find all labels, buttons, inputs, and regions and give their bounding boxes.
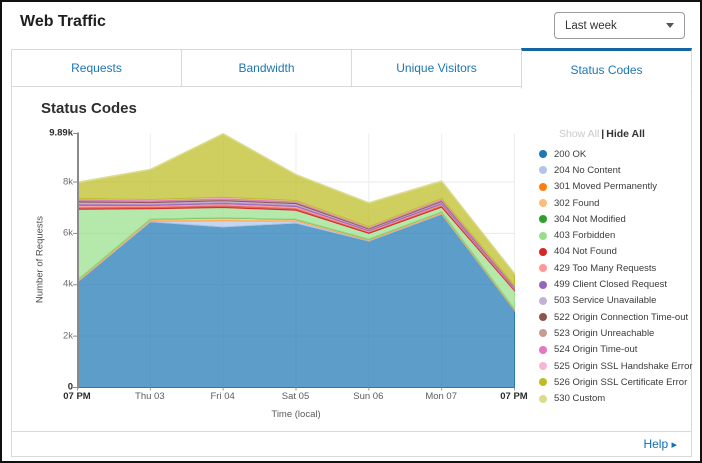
legend-color-dot-icon <box>539 296 547 305</box>
legend-color-dot-icon <box>539 231 547 240</box>
legend-item-label: 523 Origin Unreachable <box>554 327 655 339</box>
legend-item-526-origin-ssl-certificate-error[interactable]: 526 Origin SSL Certificate Error <box>535 374 693 390</box>
area-530-custom <box>77 132 515 276</box>
legend-item-label: 301 Moved Permanently <box>554 181 657 193</box>
x-tick-label: Thu 03 <box>135 391 165 402</box>
arrow-right-icon: ▸ <box>671 439 677 451</box>
legend-color-dot-icon <box>539 280 547 289</box>
legend-item-label: 429 Too Many Requests <box>554 262 657 274</box>
legend-item-499-client-closed-request[interactable]: 499 Client Closed Request <box>535 276 693 292</box>
legend-item-304-not-modified[interactable]: 304 Not Modified <box>535 211 693 227</box>
tab-requests[interactable]: Requests <box>11 49 182 87</box>
legend-item-label: 200 OK <box>554 148 587 160</box>
legend-color-dot-icon <box>539 166 547 175</box>
legend-item-403-forbidden[interactable]: 403 Forbidden <box>535 227 693 243</box>
help-link[interactable]: Help ▸ <box>643 437 677 451</box>
y-tick-label: 8k <box>62 176 73 188</box>
legend-item-label: 503 Service Unavailable <box>554 295 657 307</box>
legend-color-dot-icon <box>539 329 547 338</box>
time-range-dropdown[interactable]: Last week <box>554 12 685 39</box>
legend-item-label: 403 Forbidden <box>554 230 616 242</box>
hide-all-button[interactable]: Hide All <box>606 128 645 140</box>
legend-color-dot-icon <box>539 199 547 208</box>
legend-item-label: 302 Found <box>554 197 600 209</box>
x-tick-label: Mon 07 <box>425 391 457 402</box>
tab-status-codes[interactable]: Status Codes <box>521 48 692 89</box>
card-footer: Help ▸ <box>12 431 691 456</box>
legend-items: 200 OK 204 No Content 301 Moved Permanentl… <box>535 146 693 407</box>
legend-color-dot-icon <box>539 378 547 387</box>
stacked-area-plot[interactable] <box>73 132 515 391</box>
x-tick-label: 07 PM <box>500 391 528 402</box>
legend-color-dot-icon <box>539 345 547 354</box>
legend-item-label: 304 Not Modified <box>554 213 626 225</box>
legend-color-dot-icon <box>539 362 547 370</box>
legend-item-524-origin-time-out[interactable]: 524 Origin Time-out <box>535 342 693 358</box>
legend-color-dot-icon <box>539 215 547 224</box>
chart-title: Status Codes <box>41 100 137 117</box>
legend-color-dot-icon <box>539 264 547 273</box>
legend-color-dot-icon <box>539 150 547 159</box>
y-tick-label: 9.89k <box>49 127 73 139</box>
x-tick-label: Fri 04 <box>210 391 235 402</box>
legend-item-522-origin-connection-time-out[interactable]: 522 Origin Connection Time-out <box>535 309 693 325</box>
x-tick-label: Sun 06 <box>353 391 384 402</box>
x-tick-label: 07 PM <box>63 391 91 402</box>
legend-item-525-origin-ssl-handshake-error[interactable]: 525 Origin SSL Handshake Error <box>535 358 693 374</box>
legend-item-204-no-content[interactable]: 204 No Content <box>535 162 693 178</box>
legend-divider: | <box>601 128 605 140</box>
legend-item-503-service-unavailable[interactable]: 503 Service Unavailable <box>535 293 693 309</box>
y-tick-label: 0 <box>67 381 73 393</box>
tab-bandwidth[interactable]: Bandwidth <box>181 49 352 87</box>
content-card: Status Codes 0 2k 4k 6k 8k 9.89k 07 PM Thu 03 F… <box>11 86 693 457</box>
y-tick-label: 4k <box>62 278 73 290</box>
legend-item-label: 530 Custom <box>554 393 606 405</box>
legend-item-200-ok[interactable]: 200 OK <box>535 146 693 162</box>
y-axis-label: Number of Requests <box>34 215 46 304</box>
legend-item-label: 526 Origin SSL Certificate Error <box>554 376 688 388</box>
legend-item-523-origin-unreachable[interactable]: 523 Origin Unreachable <box>535 325 693 341</box>
legend-item-label: 525 Origin SSL Handshake Error <box>554 360 693 372</box>
page-title: Web Traffic <box>20 13 106 30</box>
legend-item-label: 204 No Content <box>554 164 621 176</box>
time-range-value: Last week <box>565 19 617 32</box>
legend-item-429-too-many-requests[interactable]: 429 Too Many Requests <box>535 260 693 276</box>
legend-item-label: 499 Client Closed Request <box>554 279 668 291</box>
legend-item-label: 404 Not Found <box>554 246 617 258</box>
legend-color-dot-icon <box>539 394 547 403</box>
chart-legend: Show All | Hide All 200 OK 204 No Content 30… <box>535 128 693 407</box>
legend-color-dot-icon <box>539 313 547 322</box>
area-200-ok <box>77 213 515 388</box>
legend-item-530-custom[interactable]: 530 Custom <box>535 390 693 406</box>
legend-item-label: 522 Origin Connection Time-out <box>554 311 689 323</box>
x-axis-label: Time (local) <box>271 409 321 420</box>
legend-color-dot-icon <box>539 247 547 256</box>
legend-item-301-moved-permanently[interactable]: 301 Moved Permanently <box>535 179 693 195</box>
show-all-button[interactable]: Show All <box>559 128 600 140</box>
legend-item-302-found[interactable]: 302 Found <box>535 195 693 211</box>
y-tick-label: 2k <box>62 330 73 342</box>
chevron-down-icon <box>666 23 674 28</box>
help-label: Help <box>643 437 669 451</box>
legend-color-dot-icon <box>539 182 547 191</box>
legend-item-label: 524 Origin Time-out <box>554 344 638 356</box>
legend-header: Show All | Hide All <box>535 128 693 140</box>
x-tick-label: Sat 05 <box>281 391 310 402</box>
tab-bar: Requests Bandwidth Unique Visitors Statu… <box>11 48 692 89</box>
header: Web Traffic Last week <box>2 2 700 48</box>
tab-unique-visitors[interactable]: Unique Visitors <box>351 49 522 87</box>
legend-item-404-not-found[interactable]: 404 Not Found <box>535 244 693 260</box>
y-tick-label: 6k <box>62 227 73 239</box>
